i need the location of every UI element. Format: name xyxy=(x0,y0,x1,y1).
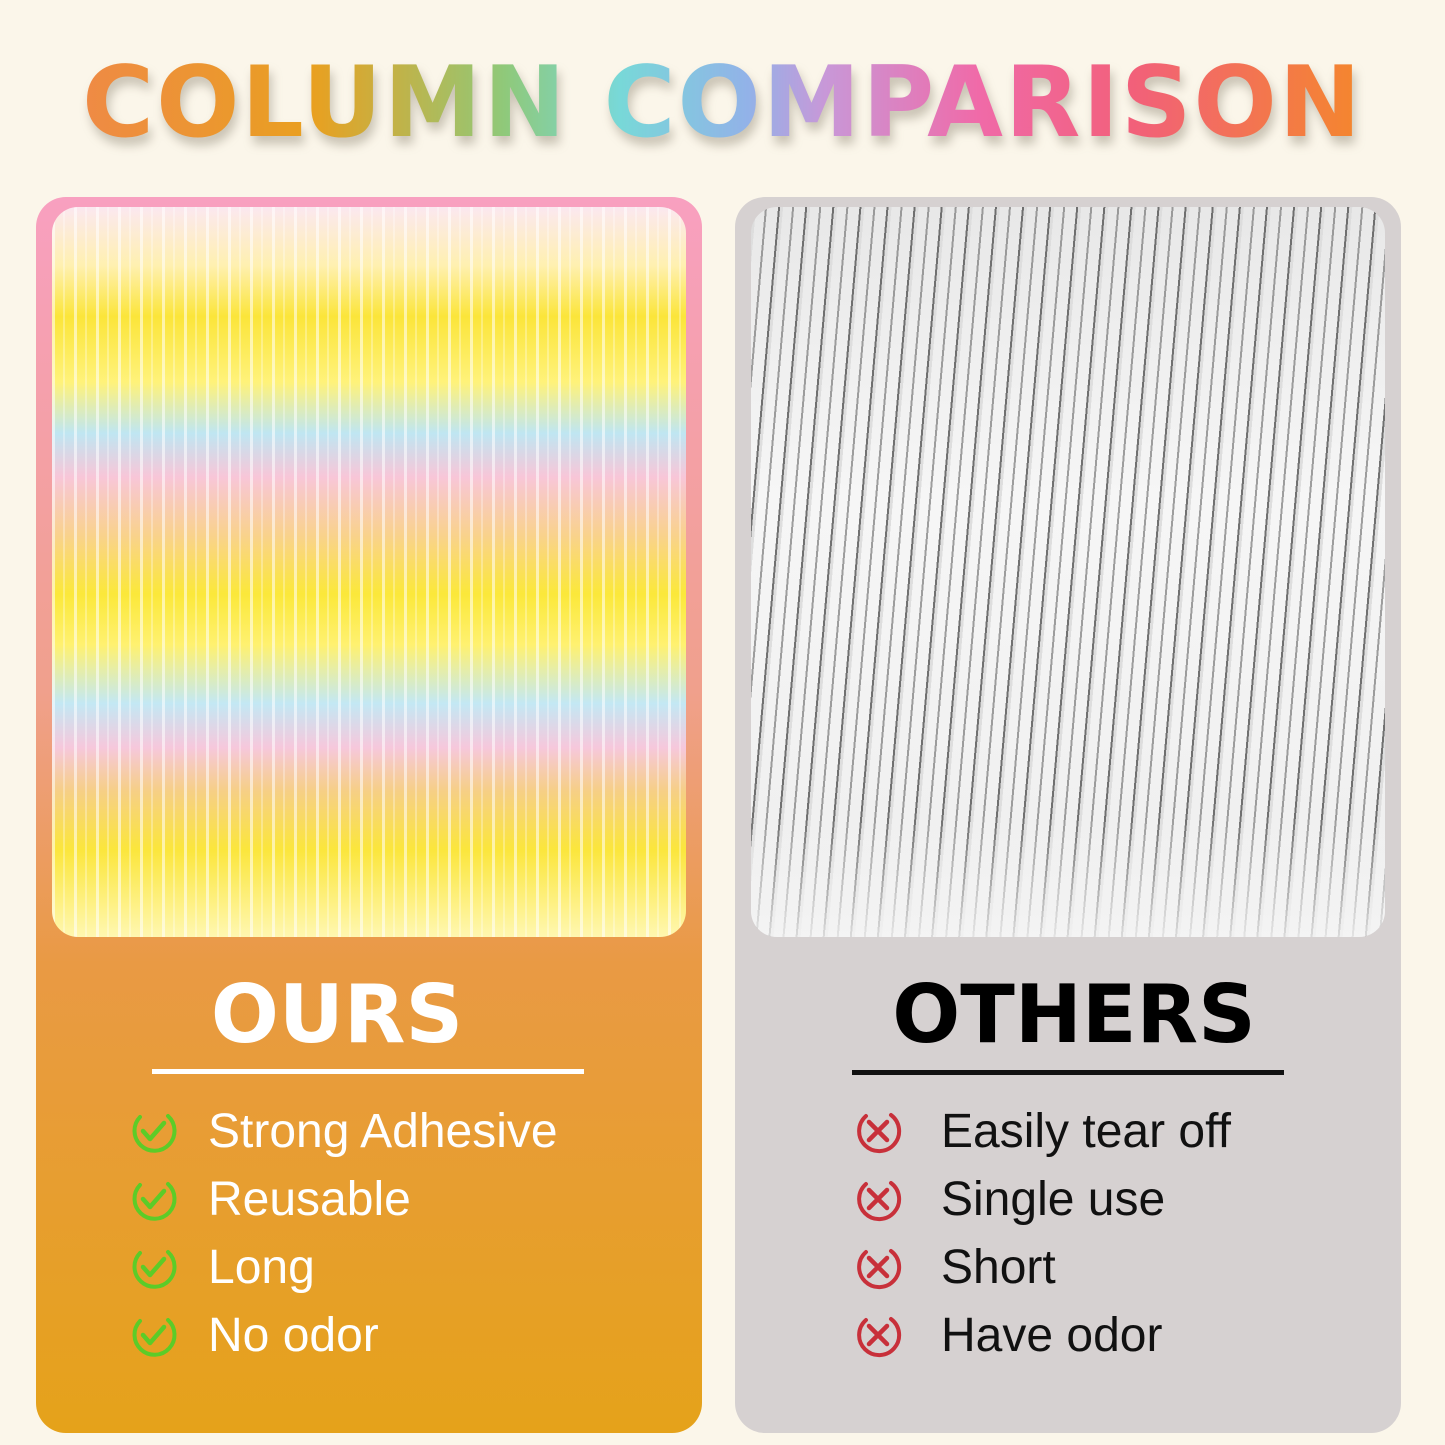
divider xyxy=(152,1069,584,1074)
ours-card: OURS Strong Adhesive Reusable Long No od… xyxy=(36,197,702,1433)
others-feature-list: Easily tear off Single use Short Have od… xyxy=(853,1097,1231,1369)
list-item: Strong Adhesive xyxy=(128,1097,558,1165)
x-circle-icon xyxy=(857,1317,902,1358)
list-item: Have odor xyxy=(853,1301,1231,1369)
check-circle-icon xyxy=(132,1250,177,1289)
x-circle-icon xyxy=(857,1113,902,1154)
check-circle-icon xyxy=(132,1318,177,1357)
ours-feature-list: Strong Adhesive Reusable Long No odor xyxy=(128,1097,558,1369)
divider xyxy=(852,1070,1284,1075)
page-title: COLUMN COMPARISON xyxy=(82,46,1363,160)
silver-curtain-photo xyxy=(751,207,1385,937)
list-item: Easily tear off xyxy=(853,1097,1231,1165)
list-item: Reusable xyxy=(128,1165,558,1233)
ours-heading: OURS xyxy=(210,968,464,1061)
others-card: OTHERS Easily tear off Single use Short … xyxy=(735,197,1401,1433)
list-item: Long xyxy=(128,1233,558,1301)
list-item: No odor xyxy=(128,1301,558,1369)
others-heading: OTHERS xyxy=(892,968,1256,1061)
x-circle-icon xyxy=(857,1249,902,1290)
check-circle-icon xyxy=(132,1114,177,1153)
list-item: Short xyxy=(853,1233,1231,1301)
list-item: Single use xyxy=(853,1165,1231,1233)
rainbow-curtain-photo xyxy=(52,207,686,937)
check-circle-icon xyxy=(132,1182,177,1221)
x-circle-icon xyxy=(857,1181,902,1222)
